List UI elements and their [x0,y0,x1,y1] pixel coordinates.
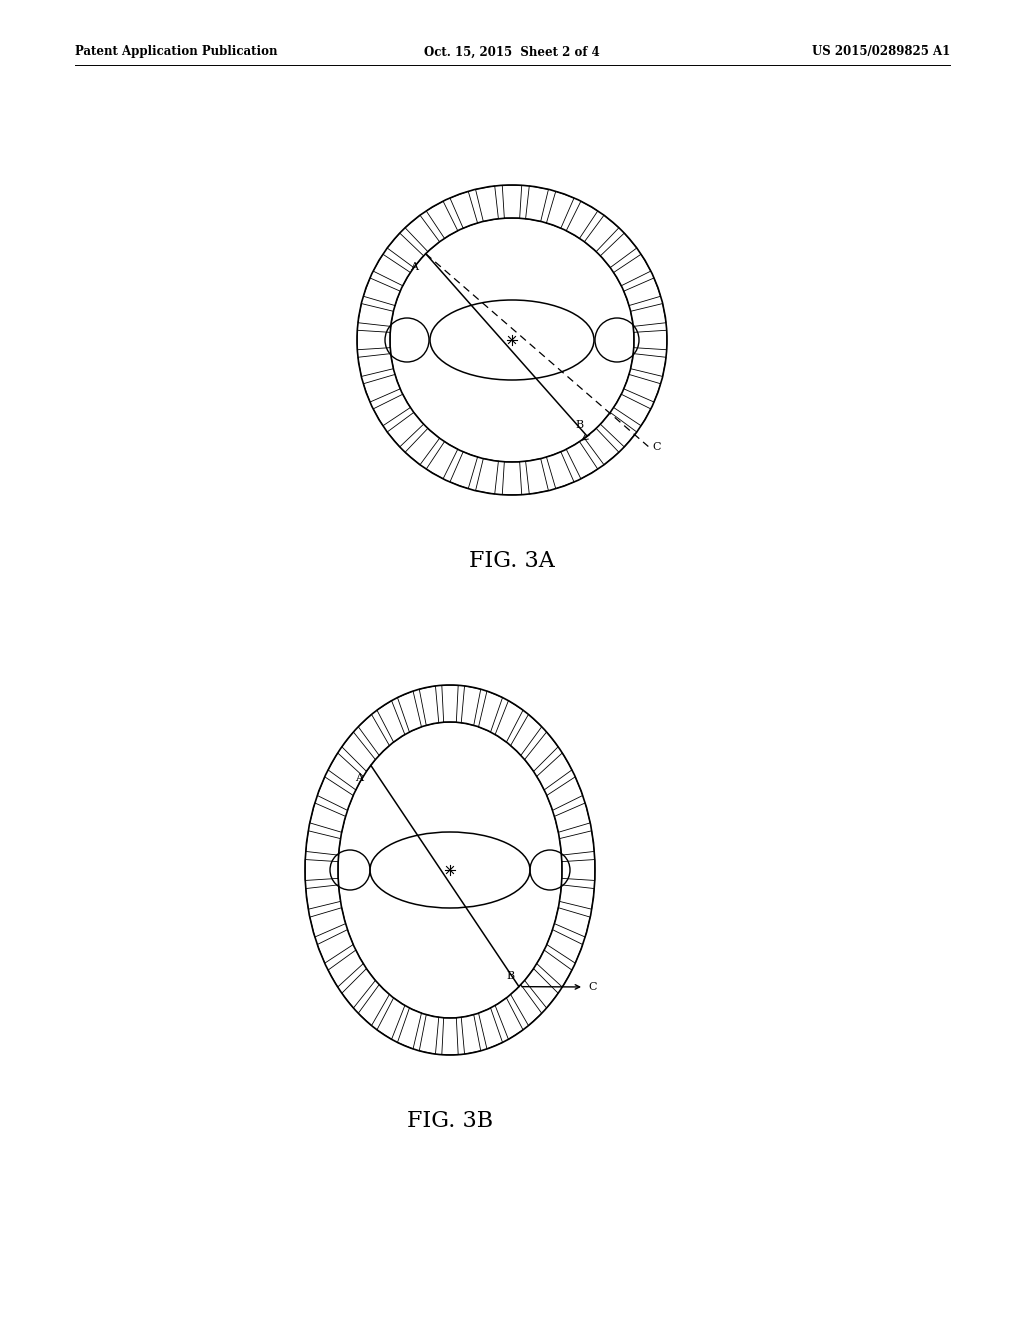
Text: FIG. 3A: FIG. 3A [469,550,555,572]
Text: A: A [410,261,418,272]
Text: B: B [507,970,515,981]
Text: Patent Application Publication: Patent Application Publication [75,45,278,58]
Text: FIG. 3B: FIG. 3B [407,1110,494,1133]
Text: C: C [652,441,660,451]
Text: A: A [354,774,362,783]
Text: B: B [575,420,583,430]
Text: C: C [588,982,596,991]
Text: Oct. 15, 2015  Sheet 2 of 4: Oct. 15, 2015 Sheet 2 of 4 [424,45,600,58]
Text: US 2015/0289825 A1: US 2015/0289825 A1 [812,45,950,58]
